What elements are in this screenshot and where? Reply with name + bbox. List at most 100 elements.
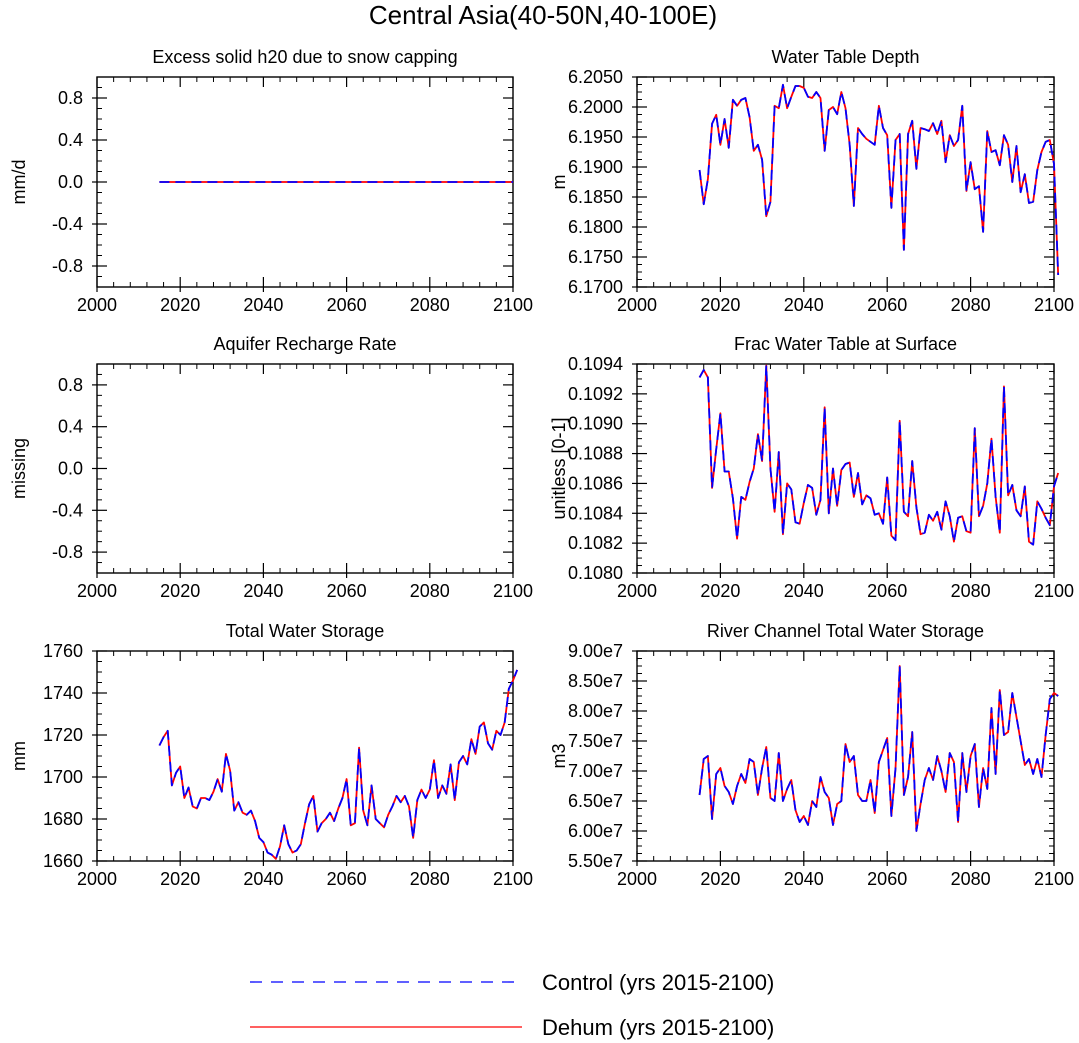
y-tick-label: 0.0 bbox=[58, 172, 83, 192]
x-tick-label: 2000 bbox=[617, 581, 657, 601]
y-tick-label: 0.8 bbox=[58, 375, 83, 395]
panel-river-channel-total-water-storage: River Channel Total Water Storage m3 2000 2… bbox=[549, 621, 1074, 889]
x-tick-label: 2040 bbox=[243, 295, 283, 315]
x-tick-label: 2100 bbox=[1034, 581, 1074, 601]
y-tick-label: 6.1900 bbox=[568, 157, 623, 177]
y-axis-label: mm/d bbox=[9, 160, 29, 205]
y-tick-label: 8.50e7 bbox=[568, 671, 623, 691]
x-tick-label: 2080 bbox=[951, 869, 991, 889]
y-tick-label: -0.8 bbox=[52, 542, 83, 562]
legend: Control (yrs 2015-2100) Dehum (yrs 2015-… bbox=[250, 970, 774, 1040]
y-tick-label: 1720 bbox=[43, 725, 83, 745]
y-tick-label: 0.1082 bbox=[568, 533, 623, 553]
legend-control-label: Control (yrs 2015-2100) bbox=[542, 970, 774, 995]
panel-water-table-depth: Water Table Depth m 2000 2020 2040 2060 2080 21… bbox=[549, 47, 1074, 315]
x-tick-label: 2080 bbox=[410, 869, 450, 889]
panel-title: Frac Water Table at Surface bbox=[734, 334, 957, 354]
y-tick-label: 0.4 bbox=[58, 417, 83, 437]
series-line-control bbox=[698, 665, 1059, 832]
y-tick-label: 8.00e7 bbox=[568, 701, 623, 721]
x-tick-label: 2080 bbox=[410, 581, 450, 601]
series-line-control bbox=[698, 83, 1060, 276]
y-tick-label: -0.8 bbox=[52, 256, 83, 276]
x-tick-label: 2020 bbox=[160, 295, 200, 315]
x-tick-label: 2080 bbox=[951, 581, 991, 601]
y-axis-label: mm bbox=[9, 741, 29, 771]
x-tick-label: 2060 bbox=[867, 869, 907, 889]
y-tick-label: 6.2050 bbox=[568, 67, 623, 87]
y-tick-label: 7.00e7 bbox=[568, 761, 623, 781]
y-tick-label: 6.2000 bbox=[568, 97, 623, 117]
x-tick-label: 2100 bbox=[1034, 869, 1074, 889]
panel-excess-solid-h20-due-to-snow-capping: Excess solid h20 due to snow capping mm/d… bbox=[9, 47, 533, 315]
y-tick-label: 6.1750 bbox=[568, 247, 623, 267]
x-tick-label: 2060 bbox=[327, 581, 367, 601]
panel-title: Excess solid h20 due to snow capping bbox=[152, 47, 457, 67]
x-tick-label: 2100 bbox=[1034, 295, 1074, 315]
x-tick-label: 2060 bbox=[327, 295, 367, 315]
x-tick-label: 2020 bbox=[700, 581, 740, 601]
y-tick-label: 6.00e7 bbox=[568, 821, 623, 841]
x-tick-label: 2040 bbox=[784, 581, 824, 601]
y-tick-label: -0.4 bbox=[52, 214, 83, 234]
x-tick-label: 2040 bbox=[784, 869, 824, 889]
x-tick-label: 2100 bbox=[493, 869, 533, 889]
y-tick-label: 0.1086 bbox=[568, 473, 623, 493]
y-axis-label: m bbox=[549, 175, 569, 190]
series-line-control bbox=[698, 364, 1060, 546]
x-tick-label: 2040 bbox=[243, 869, 283, 889]
y-tick-label: 0.8 bbox=[58, 88, 83, 108]
x-tick-label: 2020 bbox=[700, 295, 740, 315]
x-tick-label: 2020 bbox=[160, 581, 200, 601]
x-tick-label: 2060 bbox=[327, 869, 367, 889]
series-line-dehum bbox=[698, 665, 1059, 832]
panel-title: River Channel Total Water Storage bbox=[707, 621, 984, 641]
panel-aquifer-recharge-rate: Aquifer Recharge Rate missing 2000 2020 2040… bbox=[9, 334, 533, 601]
x-tick-label: 2060 bbox=[867, 581, 907, 601]
x-tick-label: 2080 bbox=[951, 295, 991, 315]
x-tick-label: 2000 bbox=[617, 869, 657, 889]
y-axis-label: unitless [0-1] bbox=[549, 417, 569, 519]
x-tick-label: 2060 bbox=[867, 295, 907, 315]
series-line-dehum bbox=[158, 669, 518, 860]
y-tick-label: 5.50e7 bbox=[568, 851, 623, 871]
y-tick-label: 0.1080 bbox=[568, 563, 623, 583]
x-tick-label: 2000 bbox=[617, 295, 657, 315]
x-tick-label: 2100 bbox=[493, 295, 533, 315]
y-tick-label: 1660 bbox=[43, 851, 83, 871]
y-tick-label: 6.1950 bbox=[568, 127, 623, 147]
y-axis-label: m3 bbox=[549, 743, 569, 768]
figure-title: Central Asia(40-50N,40-100E) bbox=[369, 0, 717, 30]
y-tick-label: 6.1800 bbox=[568, 217, 623, 237]
panel-title: Water Table Depth bbox=[771, 47, 919, 67]
x-tick-label: 2000 bbox=[77, 869, 117, 889]
x-tick-label: 2040 bbox=[243, 581, 283, 601]
y-tick-label: 1740 bbox=[43, 683, 83, 703]
x-tick-label: 2000 bbox=[77, 581, 117, 601]
panel-total-water-storage: Total Water Storage mm 2000 2020 2040 2060 208… bbox=[9, 621, 533, 889]
plot-frame bbox=[636, 363, 1055, 574]
x-tick-label: 2020 bbox=[160, 869, 200, 889]
y-tick-label: 0.1090 bbox=[568, 414, 623, 434]
y-tick-label: 0.1084 bbox=[568, 503, 623, 523]
panels-group: Excess solid h20 due to snow capping mm/d… bbox=[9, 47, 1074, 889]
y-tick-label: 0.1088 bbox=[568, 444, 623, 464]
y-tick-label: 0.4 bbox=[58, 130, 83, 150]
x-tick-label: 2000 bbox=[77, 295, 117, 315]
y-tick-label: 0.0 bbox=[58, 459, 83, 479]
panel-frac-water-table-at-surface: Frac Water Table at Surface unitless [0-1… bbox=[549, 334, 1074, 601]
x-tick-label: 2040 bbox=[784, 295, 824, 315]
y-tick-label: 0.1092 bbox=[568, 384, 623, 404]
panel-title: Total Water Storage bbox=[226, 621, 384, 641]
y-tick-label: 7.50e7 bbox=[568, 731, 623, 751]
x-tick-label: 2020 bbox=[700, 869, 740, 889]
y-tick-label: 9.00e7 bbox=[568, 641, 623, 661]
plot-frame bbox=[96, 650, 514, 862]
x-tick-label: 2080 bbox=[410, 295, 450, 315]
y-tick-label: -0.4 bbox=[52, 500, 83, 520]
y-tick-label: 1680 bbox=[43, 809, 83, 829]
plot-frame bbox=[96, 363, 514, 574]
y-axis-label: missing bbox=[9, 438, 29, 499]
y-tick-label: 1760 bbox=[43, 641, 83, 661]
